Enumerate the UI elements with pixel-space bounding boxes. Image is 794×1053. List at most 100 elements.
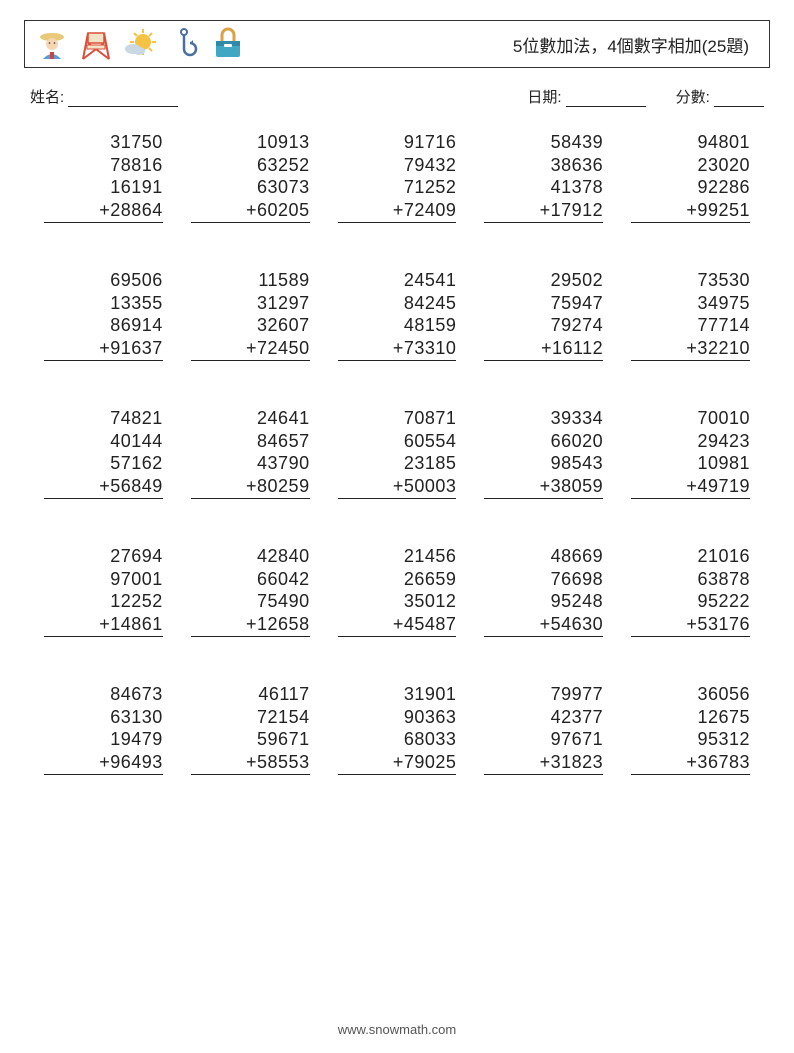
problem: 428406604275490+12658 — [191, 545, 310, 637]
addend: 16191 — [110, 176, 163, 199]
addend: 57162 — [110, 452, 163, 475]
problem: 584393863641378+17912 — [484, 131, 603, 223]
addend: +12658 — [191, 613, 310, 638]
addend: 60554 — [404, 430, 457, 453]
addend: 58439 — [551, 131, 604, 154]
sun-cloud-icon — [123, 27, 157, 61]
addend: 43790 — [257, 452, 310, 475]
addend: +36783 — [631, 751, 750, 776]
addend: 79274 — [551, 314, 604, 337]
addend: 91716 — [404, 131, 457, 154]
problem: 700102942310981+49719 — [631, 407, 750, 499]
problem: 799774237797671+31823 — [484, 683, 603, 775]
addend: +31823 — [484, 751, 603, 776]
chair-icon — [79, 27, 113, 61]
addend: 77714 — [697, 314, 750, 337]
addend: 70871 — [404, 407, 457, 430]
addend: +73310 — [338, 337, 457, 362]
toolbox-icon — [211, 27, 245, 61]
problem: 246418465743790+80259 — [191, 407, 310, 499]
date-blank — [566, 92, 646, 107]
addend: 27694 — [110, 545, 163, 568]
addend: 29502 — [551, 269, 604, 292]
addend: +17912 — [484, 199, 603, 224]
problem: 109136325263073+60205 — [191, 131, 310, 223]
addend: 39334 — [551, 407, 604, 430]
addend: +80259 — [191, 475, 310, 500]
name-blank — [68, 92, 178, 107]
addend: 86914 — [110, 314, 163, 337]
problem: 319019036368033+79025 — [338, 683, 457, 775]
addend: 84673 — [110, 683, 163, 706]
addend: +56849 — [44, 475, 163, 500]
problem: 317507881616191+28864 — [44, 131, 163, 223]
addend: 12675 — [697, 706, 750, 729]
problem: 948012302092286+99251 — [631, 131, 750, 223]
meta-row: 姓名: 日期: 分數: — [24, 86, 770, 107]
addend: 63130 — [110, 706, 163, 729]
addend: 24541 — [404, 269, 457, 292]
addend: 75490 — [257, 590, 310, 613]
problem: 295027594779274+16112 — [484, 269, 603, 361]
addend: 68033 — [404, 728, 457, 751]
problem: 276949700112252+14861 — [44, 545, 163, 637]
addend: +99251 — [631, 199, 750, 224]
addend: 73530 — [697, 269, 750, 292]
addend: +38059 — [484, 475, 603, 500]
addend: 63252 — [257, 154, 310, 177]
addend: 42840 — [257, 545, 310, 568]
addend: 90363 — [404, 706, 457, 729]
problem: 748214014457162+56849 — [44, 407, 163, 499]
addend: +54630 — [484, 613, 603, 638]
addend: 94801 — [697, 131, 750, 154]
date-label: 日期: — [527, 89, 561, 106]
problem: 695061335586914+91637 — [44, 269, 163, 361]
addend: 59671 — [257, 728, 310, 751]
problem: 360561267595312+36783 — [631, 683, 750, 775]
addend: 29423 — [697, 430, 750, 453]
addend: 84657 — [257, 430, 310, 453]
addend: 71252 — [404, 176, 457, 199]
addend: 95222 — [697, 590, 750, 613]
addend: 11589 — [258, 269, 309, 292]
addend: 36056 — [697, 683, 750, 706]
problem: 461177215459671+58553 — [191, 683, 310, 775]
addend: 19479 — [110, 728, 163, 751]
addend: +16112 — [484, 337, 603, 362]
worksheet-title: 5位數加法，4個數字相加(25題) — [513, 32, 759, 57]
addend: 98543 — [551, 452, 604, 475]
addend: 84245 — [404, 292, 457, 315]
addend: 48159 — [404, 314, 457, 337]
addend: 32607 — [257, 314, 310, 337]
addend: 10913 — [257, 131, 310, 154]
name-label: 姓名: — [30, 89, 64, 106]
problem: 393346602098543+38059 — [484, 407, 603, 499]
addend: 12252 — [110, 590, 163, 613]
addend: 66020 — [551, 430, 604, 453]
addend: 63073 — [257, 176, 310, 199]
addend: 21456 — [404, 545, 457, 568]
problem: 210166387895222+53176 — [631, 545, 750, 637]
addend: 72154 — [257, 706, 310, 729]
header-icons — [35, 27, 245, 61]
problem: 115893129732607+72450 — [191, 269, 310, 361]
addend: +32210 — [631, 337, 750, 362]
addend: 42377 — [551, 706, 604, 729]
farmer-icon — [35, 27, 69, 61]
addend: 23185 — [404, 452, 457, 475]
addend: 66042 — [257, 568, 310, 591]
problems-grid: 317507881616191+28864 109136325263073+602… — [24, 131, 770, 775]
problem: 708716055423185+50003 — [338, 407, 457, 499]
addend: 23020 — [697, 154, 750, 177]
addend: 26659 — [404, 568, 457, 591]
addend: +72450 — [191, 337, 310, 362]
addend: 10981 — [697, 452, 750, 475]
addend: 31901 — [404, 683, 457, 706]
addend: 76698 — [551, 568, 604, 591]
addend: 75947 — [551, 292, 604, 315]
addend: +45487 — [338, 613, 457, 638]
addend: 31750 — [110, 131, 163, 154]
addend: 13355 — [110, 292, 163, 315]
addend: 97671 — [551, 728, 604, 751]
addend: +58553 — [191, 751, 310, 776]
